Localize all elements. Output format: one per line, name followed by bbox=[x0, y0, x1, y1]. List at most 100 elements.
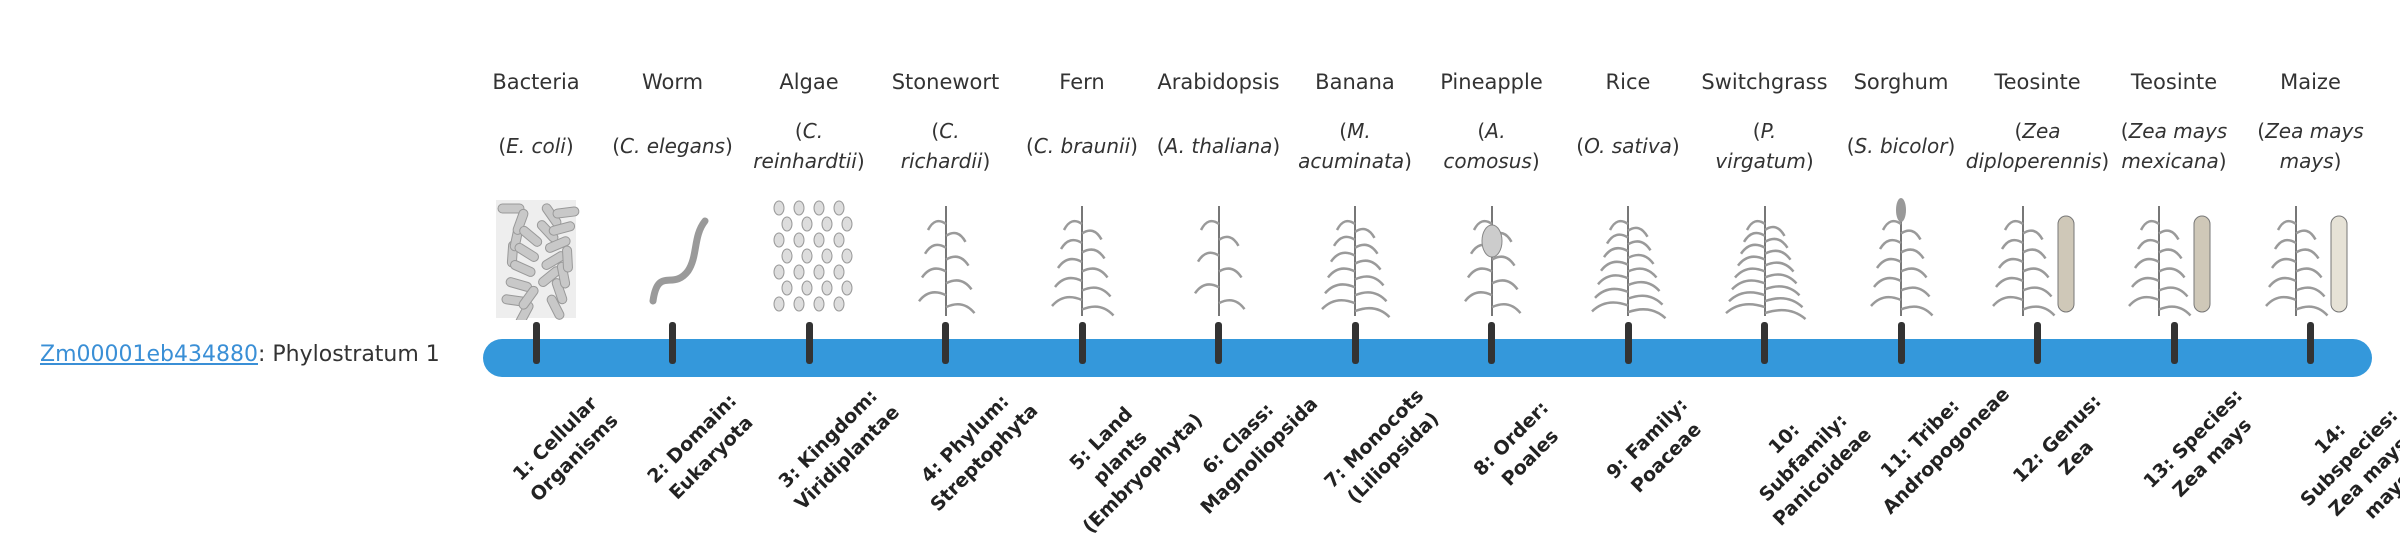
species-name: A. comosus bbox=[1443, 119, 1532, 173]
organism-column: Algae (C. reinhardtii) bbox=[741, 62, 877, 320]
timeline-tick bbox=[532, 322, 540, 364]
organism-column: Teosinte (Zea diploperennis) bbox=[1965, 62, 2110, 320]
stratum-label-text: 2: Domain: Eukaryota bbox=[642, 389, 757, 505]
organism-column: Maize (Zea mays mays) bbox=[2243, 62, 2379, 320]
stratum-label-text: 12: Genus: Zea bbox=[2008, 390, 2106, 488]
organism-species: (M. acuminata) bbox=[1298, 119, 1412, 173]
stratum-label-text: 14: Subspecies: Zea mays mays bbox=[2295, 404, 2400, 524]
organism-common-name: Pineapple bbox=[1440, 70, 1543, 94]
arabidopsis-icon bbox=[1193, 206, 1246, 316]
timeline-tick bbox=[2034, 322, 2041, 364]
maize-icon bbox=[2264, 206, 2347, 317]
organism-common-name: Teosinte bbox=[1994, 70, 2081, 94]
stratum-label-text: 9: Family: Poaceae bbox=[1602, 393, 1706, 498]
species-name: C. elegans bbox=[620, 134, 725, 158]
organism-species: (C. richardii) bbox=[900, 119, 991, 173]
switchgrass-icon bbox=[1724, 206, 1806, 320]
timeline-tick bbox=[1351, 322, 1359, 364]
organism-common-name: Switchgrass bbox=[1701, 70, 1828, 94]
stratum-label-text: 5: Land plants (Embryophyta) bbox=[1065, 402, 1208, 538]
organism-species: (C. reinhardtii) bbox=[753, 119, 865, 173]
phylostratum-text: Phylostratum 1 bbox=[272, 342, 440, 367]
organism-species: (Zea mays mays) bbox=[2257, 119, 2364, 173]
organism-species: (Zea mays mexicana) bbox=[2120, 119, 2228, 173]
worm-icon bbox=[649, 217, 708, 305]
organism-common-name: Rice bbox=[1605, 70, 1651, 94]
stratum-label-text: 4: Phylum: Streptophyta bbox=[916, 390, 1042, 516]
organism-species: (A. thaliana) bbox=[1156, 134, 1281, 158]
gene-id-link[interactable]: Zm00001eb434880 bbox=[40, 342, 258, 367]
organism-common-name: Arabidopsis bbox=[1157, 70, 1280, 94]
organism-species: (S. bicolor) bbox=[1846, 134, 1956, 158]
timeline-tick bbox=[2307, 322, 2314, 364]
timeline-tick bbox=[805, 322, 813, 364]
organism-column: Sorghum (S. bicolor) bbox=[1833, 62, 1969, 320]
stratum-label-text: 8: Order: Poales bbox=[1468, 396, 1563, 491]
species-name: C. richardii bbox=[900, 119, 983, 173]
timeline-tick bbox=[1897, 322, 1905, 364]
stonewort-icon bbox=[917, 206, 975, 316]
organism-species: (Zea diploperennis) bbox=[1965, 119, 2110, 173]
organism-common-name: Fern bbox=[1059, 70, 1105, 94]
organism-common-name: Teosinte bbox=[2130, 70, 2218, 94]
species-name: A. thaliana bbox=[1164, 134, 1273, 158]
species-name: Zea diploperennis bbox=[1965, 119, 2102, 173]
organism-common-name: Algae bbox=[779, 70, 839, 94]
timeline-tick bbox=[1761, 322, 1768, 364]
organism-column: Banana (M. acuminata) bbox=[1287, 62, 1423, 320]
organism-column: Fern (C. braunii) bbox=[1014, 62, 1150, 320]
rice-icon bbox=[1591, 206, 1667, 320]
organism-species: (C. elegans) bbox=[612, 134, 733, 158]
bacteria-icon bbox=[496, 200, 580, 320]
organism-common-name: Banana bbox=[1315, 70, 1395, 94]
organism-species: (P. virgatum) bbox=[1715, 119, 1814, 173]
pineapple-icon bbox=[1463, 206, 1521, 316]
organism-species: (A. comosus) bbox=[1443, 119, 1540, 173]
stratum-label-text: 13: Species: Zea mays bbox=[2139, 384, 2257, 502]
organism-species: (C. braunii) bbox=[1026, 134, 1138, 158]
timeline-tick bbox=[942, 322, 949, 364]
teosinte-icon bbox=[1991, 206, 2074, 317]
stratum-label-text: 3: Kingdom: Viridiplantae bbox=[774, 385, 904, 515]
organism-species: (O. sativa) bbox=[1576, 134, 1680, 158]
organism-column: Worm (C. elegans) bbox=[605, 62, 741, 320]
organism-common-name: Maize bbox=[2280, 70, 2341, 94]
species-name: C. braunii bbox=[1033, 134, 1131, 158]
species-name: E. coli bbox=[506, 134, 566, 158]
timeline-tick bbox=[1488, 322, 1495, 364]
stratum-label-text: 7: Monocots (Liliopsida) bbox=[1320, 384, 1444, 509]
organism-column: Rice (O. sativa) bbox=[1560, 62, 1696, 320]
species-name: S. bicolor bbox=[1854, 134, 1948, 158]
organism-column: Stonewort (C. richardii) bbox=[878, 62, 1014, 320]
banana-icon bbox=[1321, 206, 1391, 318]
sorghum-icon bbox=[1870, 198, 1934, 317]
organism-column: Arabidopsis (A. thaliana) bbox=[1151, 62, 1287, 320]
timeline-tick bbox=[669, 322, 676, 364]
organism-common-name: Sorghum bbox=[1853, 70, 1949, 94]
gene-phylostratum-label: Zm00001eb434880: Phylostratum 1 bbox=[40, 340, 440, 370]
organism-column: Pineapple (A. comosus) bbox=[1424, 62, 1560, 320]
stratum-label-text: 1: Cellular Organisms bbox=[508, 392, 623, 507]
organism-common-name: Worm bbox=[641, 70, 704, 94]
separator: : bbox=[257, 342, 273, 367]
species-name: M. acuminata bbox=[1298, 119, 1405, 173]
species-name: Zea mays mexicana bbox=[2121, 119, 2228, 173]
organism-common-name: Bacteria bbox=[492, 70, 580, 94]
phylostratum-timeline-bar bbox=[483, 339, 2372, 377]
organism-common-name: Stonewort bbox=[891, 70, 1000, 94]
algae-icon bbox=[773, 200, 853, 312]
species-name: C. reinhardtii bbox=[753, 119, 857, 173]
fern-icon bbox=[1051, 206, 1115, 317]
timeline-tick bbox=[2170, 322, 2178, 364]
organism-column: Teosinte (Zea mays mexicana) bbox=[2106, 62, 2242, 320]
organism-column: Bacteria (E. coli) bbox=[468, 62, 604, 320]
timeline-tick bbox=[1078, 322, 1086, 364]
stratum-label-text: 10: Subfamily: Panicoideae bbox=[1754, 409, 1876, 531]
timeline-tick bbox=[1624, 322, 1632, 364]
species-name: O. sativa bbox=[1584, 134, 1672, 158]
organism-column: Switchgrass (P. virgatum) bbox=[1697, 62, 1833, 320]
organism-species: (E. coli) bbox=[498, 134, 574, 158]
teosinte-icon bbox=[2128, 206, 2211, 317]
timeline-tick bbox=[1215, 322, 1222, 364]
species-name: Zea mays mays bbox=[2265, 119, 2364, 173]
